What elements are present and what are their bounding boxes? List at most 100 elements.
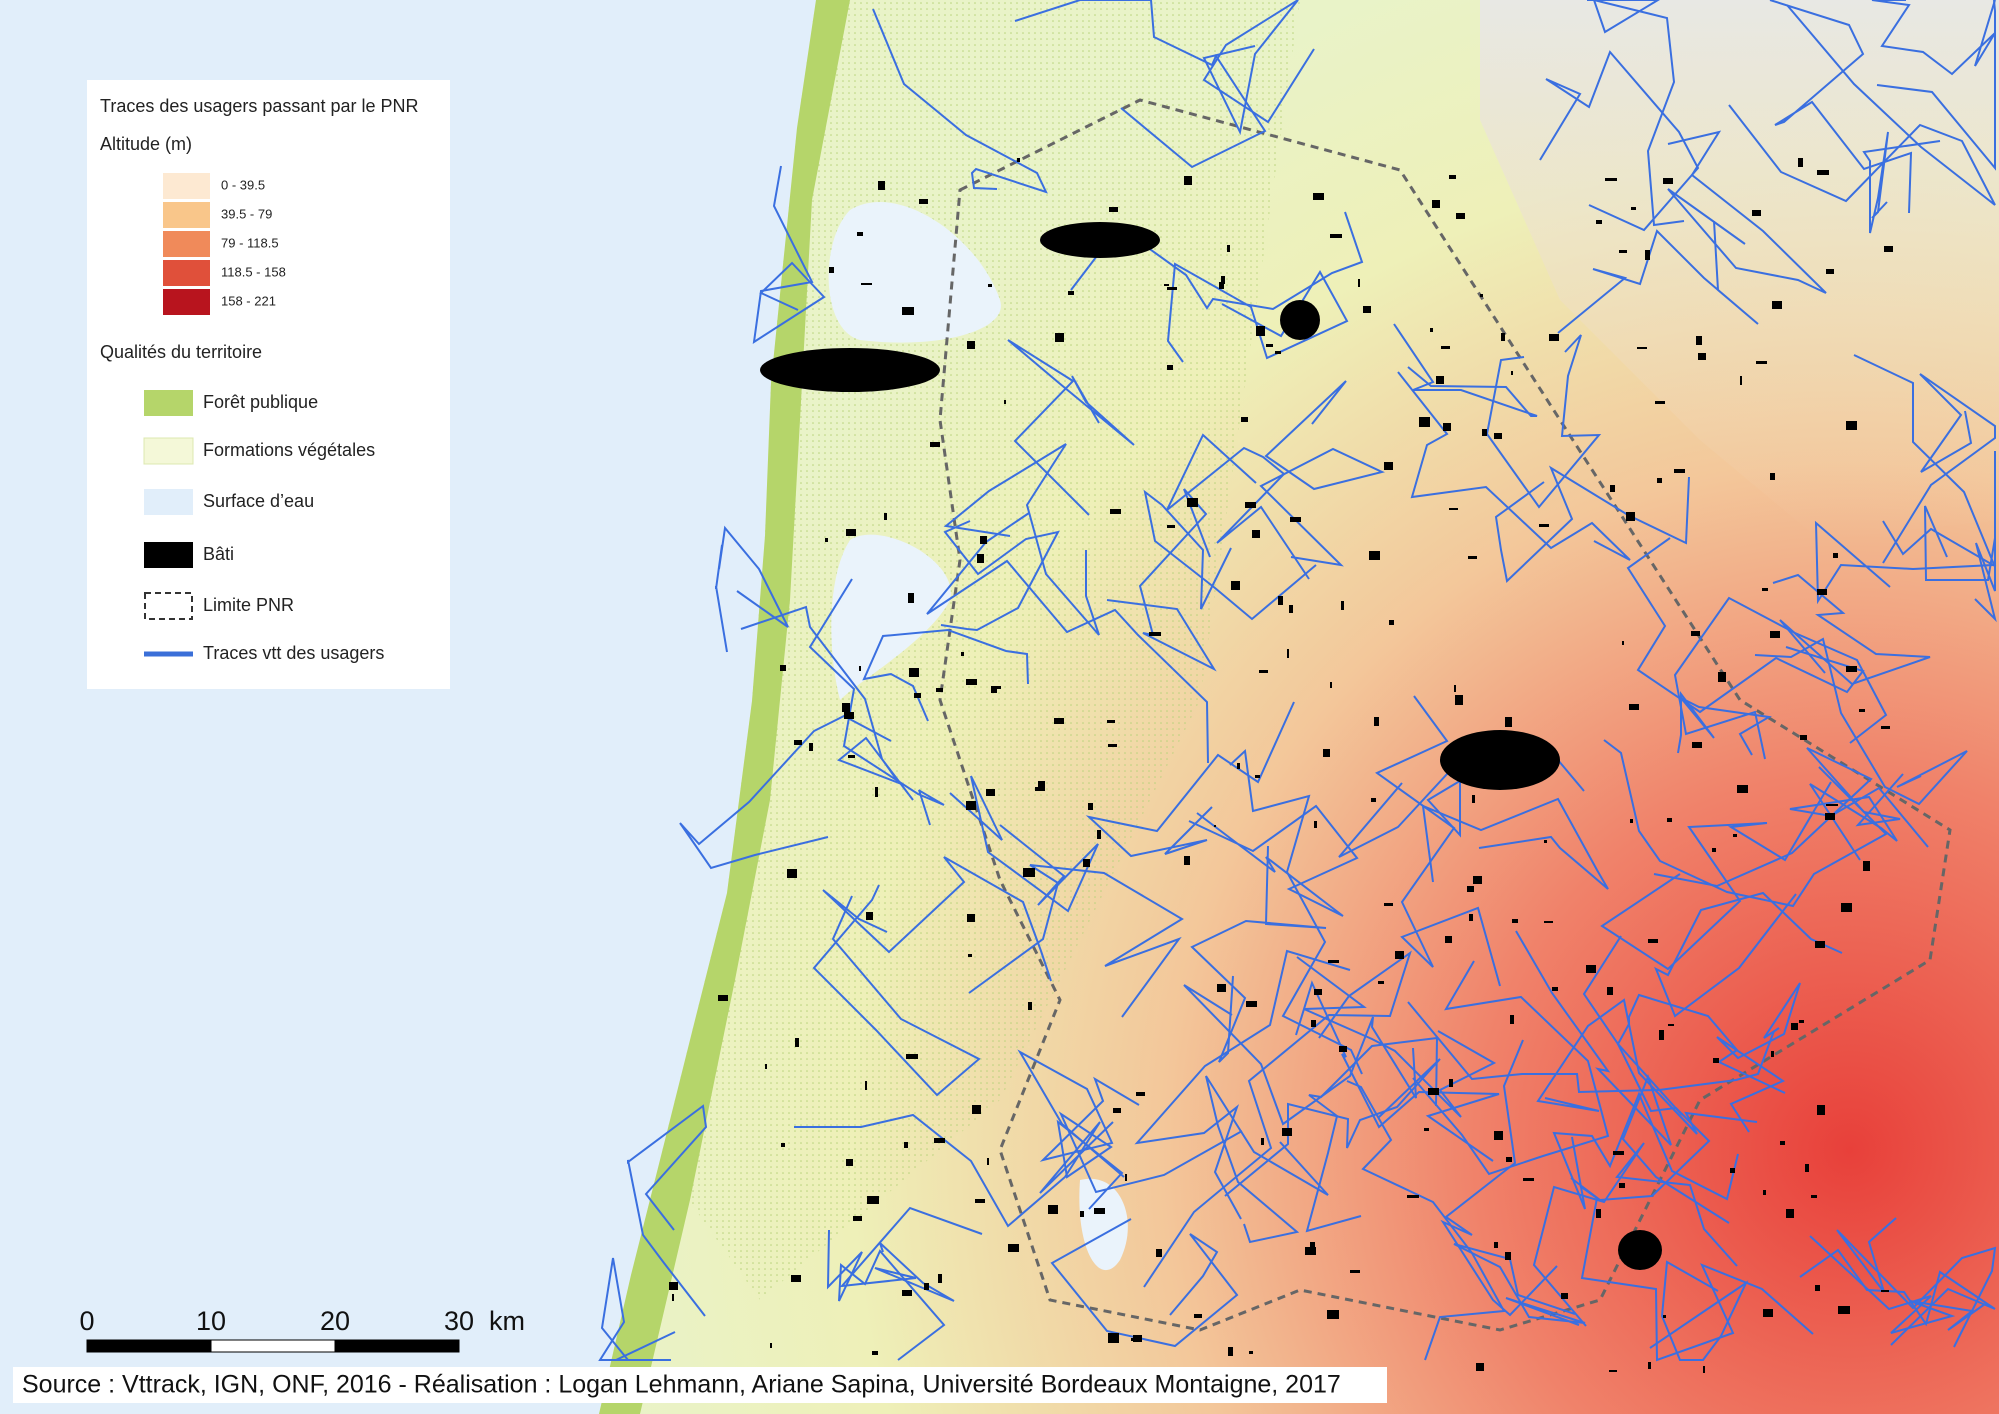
built-area: [1494, 1131, 1503, 1140]
scale-unit: km: [489, 1306, 525, 1336]
scale-label: 10: [196, 1306, 226, 1336]
built-area: [1389, 620, 1394, 625]
built-area: [1256, 326, 1265, 336]
altitude-title: Altitude (m): [100, 134, 192, 154]
scale-bar: 0 10 20 30 km: [79, 1306, 525, 1353]
built-area: [1449, 175, 1456, 179]
altitude-swatch: [163, 202, 210, 228]
built-area: [1449, 508, 1458, 510]
built-area: [967, 914, 975, 922]
built-area: [1227, 245, 1230, 252]
built-area: [1648, 939, 1658, 943]
built-area: [1780, 1141, 1785, 1145]
built-area: [1245, 502, 1256, 508]
mtb-trace: [943, 443, 1100, 636]
built-area: [794, 740, 802, 745]
built-area: [1310, 1242, 1315, 1247]
built-area: [1430, 328, 1433, 332]
built-area: [1841, 903, 1852, 912]
mtb-trace: [1143, 950, 1412, 1288]
mtb-trace: [1862, 131, 1941, 234]
built-area: [1374, 717, 1379, 726]
built-area: [866, 912, 873, 920]
built-area: [1108, 1333, 1119, 1343]
mtb-trace: [1296, 956, 1497, 1118]
built-area: [1674, 469, 1685, 473]
built-area: [765, 1064, 767, 1069]
built-town: [1618, 1230, 1662, 1270]
built-area: [1241, 417, 1248, 422]
built-area: [1696, 336, 1702, 345]
built-area: [1800, 735, 1807, 740]
built-area: [1028, 1002, 1032, 1010]
built-town: [760, 348, 940, 392]
built-area: [1815, 1285, 1820, 1291]
built-area: [1703, 1366, 1705, 1373]
built-area: [781, 1143, 785, 1147]
built-area: [1468, 556, 1477, 559]
mtb-trace: [1143, 489, 1317, 621]
built-area: [872, 1351, 878, 1355]
built-area: [1228, 1347, 1233, 1356]
swatch-water: [144, 489, 193, 515]
mtb-trace: [1453, 1243, 1586, 1326]
built-area: [902, 1290, 912, 1296]
built-area: [1630, 819, 1633, 823]
built-area: [1289, 605, 1293, 613]
built-area: [1214, 825, 1216, 827]
built-area: [1494, 1242, 1498, 1248]
built-area: [1371, 798, 1376, 802]
built-area: [1663, 1315, 1666, 1318]
source-box: [13, 1367, 1387, 1403]
built-area: [1798, 158, 1803, 167]
built-area: [1184, 176, 1192, 185]
built-area: [1825, 813, 1835, 820]
built-area: [669, 1282, 678, 1290]
built-area: [1083, 859, 1090, 867]
built-area: [1314, 989, 1322, 995]
water-bay: [828, 202, 1001, 343]
mtb-trace: [1536, 998, 1758, 1135]
built-area: [1730, 1168, 1735, 1173]
mtb-trace: [1014, 0, 1267, 169]
mtb-trace: [1166, 433, 1310, 580]
built-area: [1476, 1363, 1484, 1371]
built-area: [1194, 1314, 1202, 1318]
mtb-trace: [1716, 982, 1801, 1133]
mtb-trace: [1579, 1185, 1814, 1362]
mtb-trace: [1626, 537, 1865, 714]
mtb-trace: [1772, 573, 1931, 686]
built-area: [1441, 346, 1450, 349]
built-area: [988, 284, 992, 287]
mtb-trace: [794, 1113, 1114, 1228]
built-area: [1221, 276, 1225, 284]
built-area: [1756, 361, 1767, 364]
built-area: [1826, 804, 1838, 806]
built-area: [861, 283, 872, 285]
mtb-trace: [1134, 949, 1351, 1220]
built-area: [914, 693, 921, 698]
built-area: [1605, 178, 1617, 181]
mtb-trace: [1654, 891, 1843, 1018]
mtb-trace: [1202, 0, 1315, 136]
mtb-trace: [1552, 1091, 1739, 1210]
built-area: [1038, 781, 1045, 791]
altitude-swatch: [163, 260, 210, 286]
built-area: [787, 869, 797, 878]
built-area: [1184, 856, 1190, 865]
mtb-trace: [862, 628, 1029, 722]
built-area: [1088, 803, 1093, 810]
mtb-trace: [1673, 596, 1888, 760]
built-area: [1313, 193, 1324, 200]
swatch-vegetation: [143, 437, 194, 465]
built-area: [1626, 512, 1635, 521]
built-area: [809, 743, 813, 751]
mtb-trace: [1603, 739, 1888, 908]
mtb-trace: [1814, 520, 1997, 605]
built-area: [1164, 284, 1169, 286]
built-area: [1231, 581, 1240, 590]
relief: [1480, 0, 1999, 540]
built-area: [987, 1158, 989, 1165]
scale-segment: [86, 1339, 212, 1353]
built-area: [902, 307, 914, 315]
